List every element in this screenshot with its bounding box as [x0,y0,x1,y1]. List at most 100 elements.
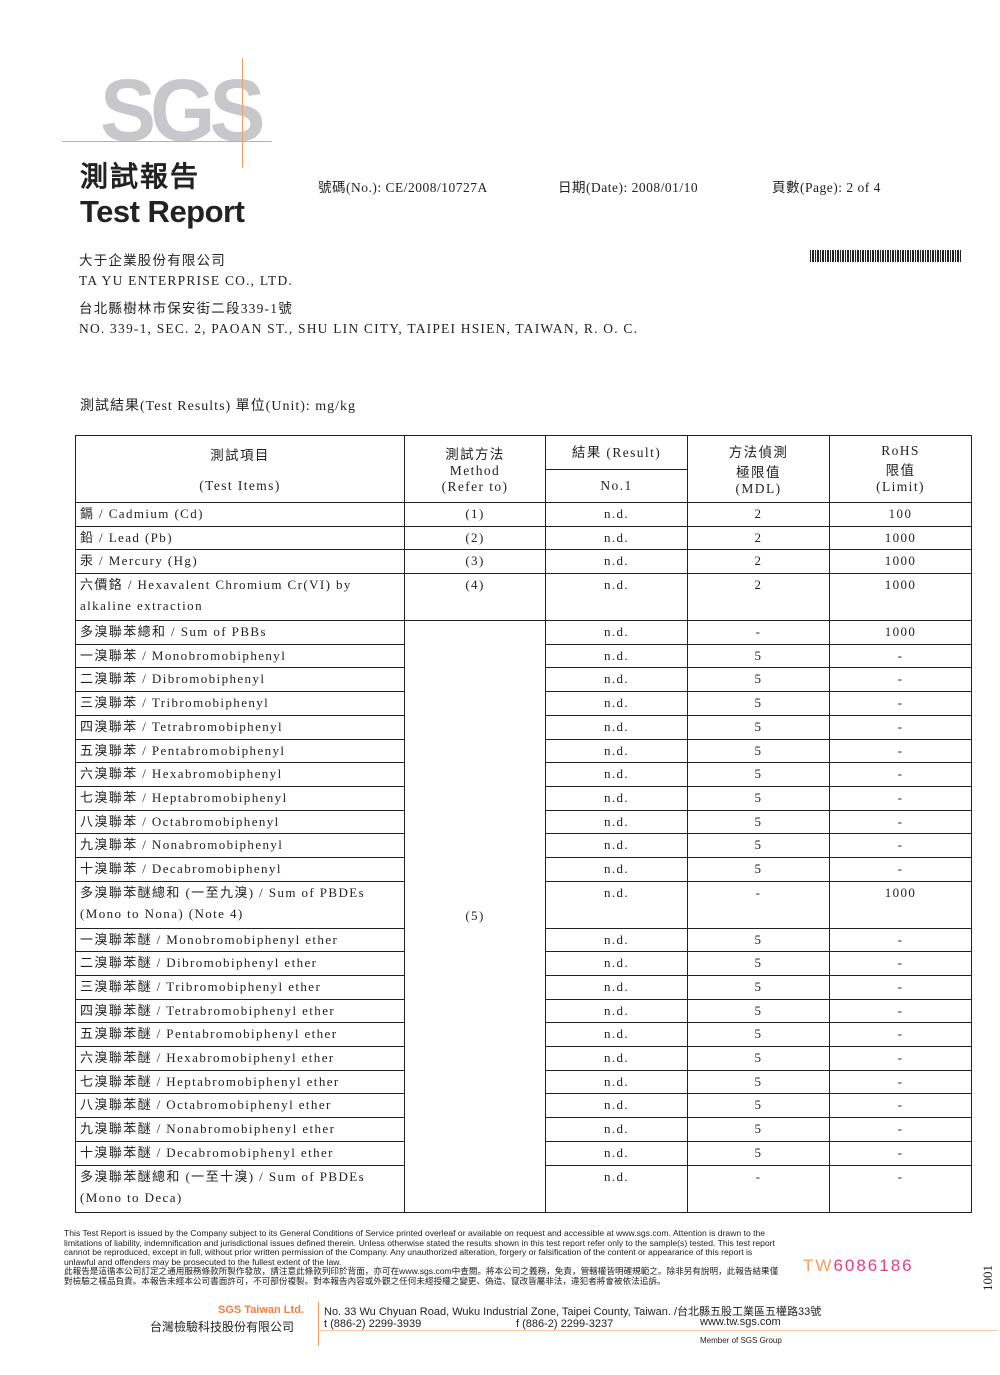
result-value: n.d. [545,1093,688,1119]
mdl-value: 5 [687,833,830,858]
mdl-value: 5 [687,809,830,835]
test-item: 五溴聯苯醚 / Pentabromobiphenyl ether [75,1022,405,1048]
header-limit: RoHS 限值 (Limit) [829,435,972,503]
test-item: 三溴聯苯醚 / Tribromobiphenyl ether [75,975,405,1000]
test-item: 四溴聯苯 / Tetrabromobiphenyl [75,714,405,740]
limit-value: - [829,1022,972,1048]
mdl-value: 5 [687,785,830,811]
method-ref: (2) [404,525,546,551]
footer-rule [318,1330,998,1331]
test-item: 多溴聯苯總和 / Sum of PBBs [75,620,405,645]
mdl-value: 5 [687,975,830,1000]
limit-value: - [829,667,972,693]
client-name-zh: 大于企業股份有限公司 [79,253,226,268]
mdl-value: 5 [687,762,830,787]
result-value: n.d. [545,785,688,811]
result-value: n.d. [545,714,688,740]
result-value: n.d. [545,525,688,551]
method-ref: (3) [404,549,546,575]
footer-company-zh: 台灣檢驗科技股份有限公司 [150,1320,295,1334]
limit-value: - [829,714,972,740]
test-item: 四溴聯苯醚 / Tetrabromobiphenyl ether [75,998,405,1024]
header-result: 結果 (Result) No.1 [545,435,688,503]
method-ref: (4) [404,573,546,622]
table-row: 鉛 / Lead (Pb) (2) n.d. 2 1000 [75,525,972,551]
result-value: n.d. [545,738,688,764]
table-row: 多溴聯苯醚總和 (一至九溴) / Sum of PBDEs (Mono to N… [75,880,972,929]
header-test-items: 測試項目 (Test Items) [75,435,405,503]
result-value: n.d. [545,998,688,1024]
mdl-value: 5 [687,691,830,716]
footer-address: No. 33 Wu Chyuan Road, Wuku Industrial Z… [324,1306,822,1318]
result-value: n.d. [545,833,688,858]
test-item: 十溴聯苯 / Decabromobiphenyl [75,856,405,882]
mdl-value: 5 [687,1022,830,1048]
limit-value: - [829,1093,972,1119]
limit-value: - [829,975,972,1000]
limit-value: - [829,856,972,882]
result-value: n.d. [545,762,688,787]
limit-value: - [829,951,972,976]
limit-value: - [829,1164,972,1213]
mdl-value: 2 [687,502,830,527]
title-en: Test Report [80,194,245,229]
logo-rule-horizontal [62,141,272,142]
limit-value: 1000 [829,880,972,929]
test-item: 鉛 / Lead (Pb) [75,525,405,551]
test-item: 七溴聯苯醚 / Heptabromobiphenyl ether [75,1069,405,1095]
result-value: n.d. [545,927,688,953]
table-row: 多溴聯苯總和 / Sum of PBBs (5) n.d. -1000 [75,620,972,1213]
mdl-value: 5 [687,1069,830,1095]
barcode [810,250,962,262]
table-row: 六價鉻 / Hexavalent Chromium Cr(VI) by alka… [75,573,972,622]
result-value: n.d. [545,951,688,976]
mdl-value: 5 [687,951,830,976]
limit-value: - [829,643,972,669]
table-row: 二溴聯苯 / Dibromobiphenyl n.d. 5- [75,667,972,693]
limit-value: 1000 [829,573,972,622]
logo-rule-vertical [242,58,243,168]
footer-member: Member of SGS Group [700,1336,782,1345]
test-item: 六溴聯苯 / Hexabromobiphenyl [75,762,405,787]
test-item: 十溴聯苯醚 / Decabromobiphenyl ether [75,1140,405,1166]
limit-value: 1000 [829,549,972,575]
page-number: 頁數(Page): 2 of 4 [772,180,881,195]
test-item: 五溴聯苯 / Pentabromobiphenyl [75,738,405,764]
limit-value: - [829,762,972,787]
sgs-logo: SGS [100,60,265,160]
test-item: 一溴聯苯醚 / Monobromobiphenyl ether [75,927,405,953]
result-value: n.d. [545,1069,688,1095]
mdl-value: 5 [687,856,830,882]
report-date: 日期(Date): 2008/01/10 [558,180,699,195]
client-name-en: TA YU ENTERPRISE CO., LTD. [79,273,294,288]
method-ref-merged: (5) [404,620,546,1213]
mdl-value: 5 [687,927,830,953]
limit-value: - [829,1140,972,1166]
mdl-value: 5 [687,643,830,669]
result-value: n.d. [545,502,688,527]
mdl-value: - [687,620,830,645]
limit-value: - [829,785,972,811]
mdl-value: 5 [687,1093,830,1119]
result-value: n.d. [545,975,688,1000]
test-item: 八溴聯苯醚 / Octabromobiphenyl ether [75,1093,405,1119]
test-item: 二溴聯苯醚 / Dibromobiphenyl ether [75,951,405,976]
limit-value: - [829,927,972,953]
mdl-value: 5 [687,714,830,740]
client-address-en: NO. 339-1, SEC. 2, PAOAN ST., SHU LIN CI… [79,321,639,336]
table-row: 六溴聯苯 / Hexabromobiphenyl n.d. 5- [75,762,972,787]
result-value: n.d. [545,667,688,693]
mdl-value: 2 [687,573,830,622]
table-row: 一溴聯苯 / Monobromobiphenyl n.d. 5- [75,643,972,669]
footer-company-en: SGS Taiwan Ltd. [218,1304,304,1316]
table-row: 六溴聯苯醚 / Hexabromobiphenyl ether n.d. 5- [75,1046,972,1071]
mdl-value: 5 [687,998,830,1024]
side-number: 1001 [980,1265,995,1291]
table-row: 汞 / Mercury (Hg) (3) n.d. 2 1000 [75,549,972,575]
table-row: 多溴聯苯醚總和 (一至十溴) / Sum of PBDEs (Mono to D… [75,1164,972,1213]
limit-value: - [829,1046,972,1071]
table-row: 四溴聯苯 / Tetrabromobiphenyl n.d. 5- [75,714,972,740]
report-number: 號碼(No.): CE/2008/10727A [318,180,488,195]
limit-value: 1000 [829,525,972,551]
